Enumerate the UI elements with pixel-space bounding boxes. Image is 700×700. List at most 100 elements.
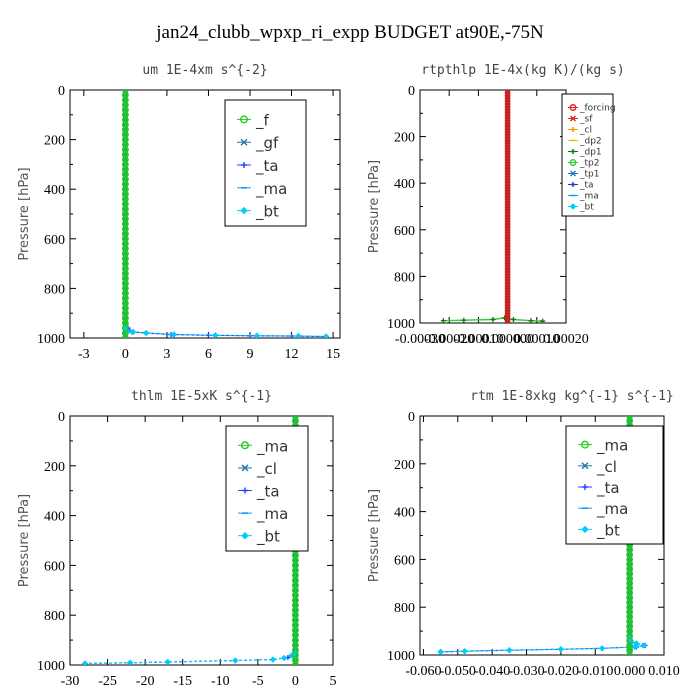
series-marker-bt — [631, 643, 638, 651]
series-marker-bt — [269, 656, 277, 663]
profile-marker — [121, 334, 129, 338]
series-marker-bt — [322, 333, 330, 338]
profile-marker — [504, 123, 511, 130]
x-tick-label: 0.00020 — [543, 332, 589, 347]
legend-marker — [240, 206, 248, 215]
y-tick-label: 800 — [44, 282, 65, 297]
y-axis-label: Pressure [hPa] — [17, 494, 32, 587]
profile-marker — [626, 622, 634, 630]
profile-marker — [504, 134, 511, 141]
y-tick-label: 400 — [394, 177, 415, 192]
legend-label: _dp1 — [579, 148, 602, 158]
x-tick-label: 0.010 — [648, 664, 680, 679]
profile-marker — [504, 282, 511, 289]
profile-marker — [504, 310, 511, 317]
legend-marker — [570, 149, 576, 154]
profile-marker — [504, 101, 511, 107]
legend-label: _cl — [579, 126, 592, 136]
profile-marker — [626, 589, 634, 597]
profile-marker — [504, 156, 511, 163]
x-tick-label: -0.010 — [577, 664, 613, 679]
profile-marker — [626, 651, 634, 655]
series-marker-bt — [598, 645, 606, 652]
legend-marker — [581, 440, 590, 449]
legend-box — [224, 99, 307, 227]
profile-marker — [504, 319, 511, 323]
series-marker-bt — [506, 647, 513, 654]
y-tick-label: 800 — [394, 270, 415, 285]
x-tick-label: 0.000 — [614, 664, 646, 679]
x-tick-label: 15 — [326, 347, 340, 362]
series-marker-bt — [170, 331, 178, 338]
legend-label: _ma — [596, 437, 628, 456]
y-axis-label: Pressure [hPa] — [367, 160, 382, 253]
profile-marker — [504, 243, 511, 250]
profile-marker — [626, 579, 634, 587]
profile-marker — [504, 90, 511, 96]
series-marker-tp2 — [510, 317, 516, 323]
y-tick-label: 1000 — [37, 659, 65, 674]
series-marker-bt — [640, 642, 647, 649]
profile-marker — [626, 560, 634, 568]
x-tick-label: 6 — [205, 347, 212, 362]
series-marker-tp2 — [528, 318, 534, 323]
legend-marker — [569, 104, 577, 111]
y-tick-label: 200 — [394, 458, 415, 473]
x-tick-label: -20 — [136, 674, 155, 689]
profile-marker — [504, 165, 511, 172]
profile-marker — [504, 285, 511, 292]
profile-marker — [504, 176, 511, 183]
profile-marker — [504, 207, 511, 214]
profile-marker — [504, 226, 511, 233]
series-marker-bt — [557, 646, 565, 653]
panel-title: um 1E-4xm s^{-2} — [142, 63, 267, 78]
series-marker-tp2 — [540, 318, 546, 323]
profile-marker — [504, 117, 511, 124]
profile-marker — [626, 637, 634, 645]
profile-marker — [504, 170, 511, 177]
legend-label: _f — [255, 111, 270, 130]
legend-marker — [569, 159, 577, 166]
legend-label: _ma — [255, 180, 287, 199]
profile-marker — [504, 249, 511, 256]
profile-marker — [504, 140, 511, 147]
profile-marker — [626, 613, 634, 621]
series-line-bt — [85, 652, 296, 665]
legend-label: _bt — [256, 528, 280, 547]
x-tick-label: -0.050 — [440, 664, 476, 679]
legend-marker — [570, 170, 576, 177]
legend-marker — [242, 487, 248, 494]
series-marker-bt — [164, 658, 171, 665]
legend-label: _dp2 — [579, 137, 602, 147]
legend-marker — [241, 162, 247, 168]
profile-marker — [626, 632, 634, 640]
x-tick-label: -0.00020 — [424, 332, 474, 347]
profile-marker — [504, 173, 511, 180]
panel-2: rtpthlp 1E-4x(kg K)/(kg s) 0 200 400 600 800 1… — [367, 63, 625, 347]
profile-marker — [504, 238, 511, 244]
panel-3: thlm 1E-5xK s^{-1} 0 200 400 600 800 1000-30 -2… — [17, 389, 337, 689]
profile-marker — [504, 252, 511, 258]
profile-marker — [504, 280, 511, 286]
legend-label: _ma — [579, 192, 599, 202]
x-tick-label: 0 — [292, 674, 299, 689]
profile-marker — [504, 129, 511, 135]
legend-label: _forcing — [579, 104, 616, 114]
legend-marker — [581, 462, 589, 470]
profile-marker — [626, 608, 634, 616]
profile-marker — [504, 235, 511, 242]
legend-label: _ta — [255, 157, 279, 176]
profile-marker — [504, 148, 511, 155]
profile-marker — [504, 198, 511, 205]
series-line-bt — [440, 638, 644, 653]
profile-marker — [504, 193, 511, 200]
x-tick-label: 5 — [330, 674, 337, 689]
series-line-ta — [127, 327, 327, 338]
y-tick-label: 200 — [44, 460, 65, 475]
y-tick-label: 800 — [44, 609, 65, 624]
y-tick-label: 600 — [394, 224, 415, 239]
profile-marker — [504, 313, 511, 320]
profile-marker — [504, 288, 511, 295]
